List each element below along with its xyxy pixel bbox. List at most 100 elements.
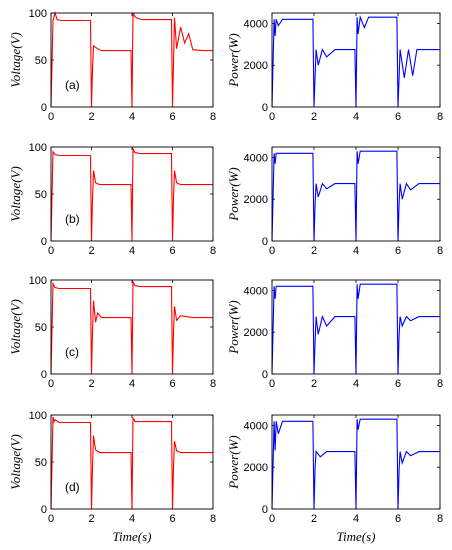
x-tick-label: 8 [437,245,443,257]
y-tick-label: 0 [41,504,47,516]
x-tick-label: 4 [353,378,359,390]
series-line-1 [271,418,440,510]
series-line-1 [271,150,440,242]
x-axis-label: Time(s) [113,529,152,544]
x-tick-label: 0 [48,245,54,257]
y-tick-label: 0 [262,102,268,114]
x-tick-label: 0 [269,111,275,123]
y-tick-label: 100 [29,410,47,422]
x-axis-label: Time(s) [337,529,376,544]
x-tick-label: 6 [395,513,401,525]
x-tick-label: 6 [395,245,401,257]
x-tick-label: 0 [48,378,54,390]
y-axis-label: Voltage(V) [8,434,23,490]
x-tick-label: 8 [210,111,216,123]
y-tick-label: 0 [262,236,268,248]
panel-label: (d) [65,480,80,494]
y-tick-label: 100 [29,8,47,20]
x-tick-label: 6 [395,111,401,123]
panel-label: (c) [65,345,79,359]
x-tick-label: 0 [269,245,275,257]
y-tick-label: 100 [29,142,47,154]
x-tick-label: 4 [129,111,135,123]
chart-panel-7: 0 2 4 6 8 0 50 100 Voltage(V) (d) Time(s) [8,410,216,544]
y-tick-label: 50 [35,55,47,67]
chart-panel-1: 0 2 4 6 8 0 50 100 Voltage(V) (a) [8,8,216,123]
x-tick-label: 0 [269,378,275,390]
y-tick-label: 2000 [244,194,268,206]
chart-panel-3: 0 2 4 6 8 0 50 100 Voltage(V) (b) [8,142,216,257]
x-tick-label: 2 [311,513,317,525]
x-tick-label: 4 [353,513,359,525]
x-tick-label: 8 [210,513,216,525]
y-tick-label: 4000 [244,18,268,30]
y-tick-label: 2000 [244,462,268,474]
y-axis-label: Voltage(V) [8,166,23,222]
x-tick-label: 4 [129,245,135,257]
x-tick-label: 0 [269,513,275,525]
y-tick-label: 2000 [244,327,268,339]
x-tick-label: 8 [437,378,443,390]
series-line-1 [50,279,213,375]
y-axis-label: Power(W) [226,435,241,489]
x-tick-label: 0 [48,513,54,525]
axes-box [271,12,441,108]
y-tick-label: 0 [41,102,47,114]
x-tick-label: 6 [169,378,175,390]
x-tick-label: 4 [353,111,359,123]
x-tick-label: 8 [210,378,216,390]
x-tick-label: 2 [88,111,94,123]
y-tick-label: 0 [41,236,47,248]
x-tick-label: 2 [88,513,94,525]
y-tick-label: 0 [41,369,47,381]
x-tick-label: 2 [88,378,94,390]
x-tick-label: 2 [311,245,317,257]
series-line-1 [50,416,213,510]
y-tick-label: 0 [262,369,268,381]
x-tick-label: 2 [311,111,317,123]
y-tick-label: 4000 [244,285,268,297]
axes-box [271,146,441,242]
axes-box [50,414,214,510]
x-tick-label: 6 [169,513,175,525]
panel-label: (b) [65,212,80,226]
y-tick-label: 2000 [244,60,268,72]
series-line-1 [271,283,440,375]
x-tick-label: 6 [395,378,401,390]
x-tick-label: 0 [48,111,54,123]
y-axis-label: Voltage(V) [8,32,23,88]
x-tick-label: 4 [129,378,135,390]
series-line-1 [50,146,213,242]
x-tick-label: 2 [311,378,317,390]
y-axis-label: Power(W) [226,33,241,87]
y-axis-label: Power(W) [226,167,241,221]
x-tick-label: 6 [169,111,175,123]
y-tick-label: 50 [35,457,47,469]
axes-box [271,279,441,375]
x-tick-label: 4 [129,513,135,525]
chart-panel-5: 0 2 4 6 8 0 50 100 Voltage(V) (c) [8,275,216,390]
x-tick-label: 6 [169,245,175,257]
axes-box [50,12,214,108]
axes-box [50,146,214,242]
y-tick-label: 50 [35,189,47,201]
y-tick-label: 50 [35,322,47,334]
y-axis-label: Power(W) [226,300,241,354]
x-tick-label: 4 [353,245,359,257]
panel-label: (a) [65,78,80,92]
y-axis-label: Voltage(V) [8,299,23,355]
x-tick-label: 8 [437,513,443,525]
y-tick-label: 4000 [244,152,268,164]
y-tick-label: 4000 [244,420,268,432]
y-tick-label: 100 [29,275,47,287]
y-tick-label: 0 [262,504,268,516]
x-tick-label: 8 [210,245,216,257]
axes-box [271,414,441,510]
x-tick-label: 8 [437,111,443,123]
